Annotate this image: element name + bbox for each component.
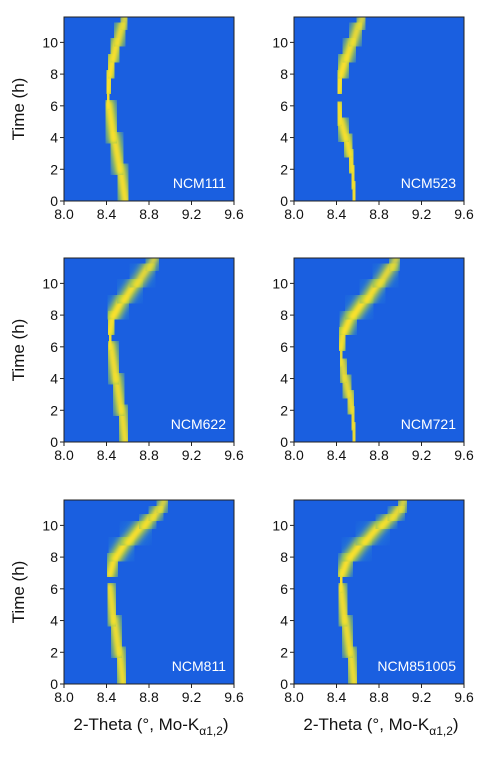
y-tick-label: 10 [42, 517, 58, 533]
x-tick-label: 8.4 [327, 689, 347, 705]
panel-label: NCM622 [171, 416, 226, 432]
y-tick-label: 8 [50, 307, 58, 323]
x-tick-label: 8.8 [369, 206, 389, 222]
y-tick-label: 6 [280, 581, 288, 597]
y-tick-label: 0 [50, 434, 58, 450]
y-tick-label: 2 [280, 644, 288, 660]
x-tick-label: 9.6 [454, 206, 474, 222]
panel-label: NCM851005 [377, 658, 456, 674]
y-tick-label: 8 [280, 549, 288, 565]
y-tick-label: 10 [272, 275, 288, 291]
x-tick-label: 8.0 [284, 206, 304, 222]
x-tick-label: 9.2 [412, 447, 432, 463]
y-tick-label: 0 [280, 434, 288, 450]
x-tick-label: 8.4 [97, 689, 117, 705]
y-tick-label: 10 [42, 275, 58, 291]
panel-ncm721: NCM721 8.0 8.4 8.8 9.2 9.6 0 2 4 6 8 10 [272, 257, 474, 463]
y-tick-label: 4 [280, 613, 288, 629]
y-tick-label: 0 [50, 676, 58, 692]
x-tick-label: 8.0 [284, 689, 304, 705]
x-tick-label: 8.4 [97, 447, 117, 463]
y-tick-label: 4 [50, 130, 58, 146]
y-tick-label: 8 [50, 549, 58, 565]
y-tick-label: 4 [50, 371, 58, 387]
y-axis-title: Time (h) [9, 561, 28, 624]
x-tick-label: 9.2 [182, 447, 202, 463]
x-tick-label: 9.2 [412, 206, 432, 222]
x-tick-label: 9.6 [224, 447, 244, 463]
x-tick-label: 9.2 [182, 689, 202, 705]
x-tick-label: 9.2 [412, 689, 432, 705]
x-tick-label: 8.4 [327, 447, 347, 463]
y-tick-label: 8 [50, 66, 58, 82]
panel-label: NCM721 [401, 416, 456, 432]
y-tick-label: 8 [280, 66, 288, 82]
panel-ncm622: NCM622 8.0 8.4 8.8 9.2 9.6 0 2 4 6 8 10 Time (h) [9, 257, 244, 463]
x-tick-label: 8.8 [139, 206, 159, 222]
y-tick-label: 2 [50, 644, 58, 660]
y-tick-label: 2 [50, 161, 58, 177]
y-tick-label: 10 [42, 34, 58, 50]
panel-ncm851005: NCM851005 8.0 8.4 8.8 9.2 9.6 0 2 4 6 8 10 2-Theta (… [272, 499, 474, 738]
x-tick-label: 8.8 [369, 447, 389, 463]
x-tick-label: 9.6 [224, 206, 244, 222]
x-tick-label: 9.2 [182, 206, 202, 222]
x-tick-label: 8.4 [97, 206, 117, 222]
x-tick-label: 8.0 [284, 447, 304, 463]
x-tick-label: 8.0 [54, 689, 74, 705]
y-axis-title: Time (h) [9, 319, 28, 382]
panel-label: NCM523 [401, 175, 456, 191]
panel-ncm811: NCM811 8.0 8.4 8.8 9.2 9.6 0 2 4 6 8 10 Time (h) 2-Th… [9, 499, 244, 738]
y-tick-label: 4 [50, 613, 58, 629]
y-tick-label: 0 [280, 676, 288, 692]
y-tick-label: 2 [280, 402, 288, 418]
y-tick-label: 6 [50, 98, 58, 114]
x-tick-label: 8.0 [54, 447, 74, 463]
y-tick-label: 0 [280, 193, 288, 209]
y-tick-label: 6 [280, 98, 288, 114]
x-axis-title: 2-Theta (°, Mo-Kα1,2) [73, 715, 228, 738]
y-tick-label: 6 [50, 339, 58, 355]
y-tick-label: 0 [50, 193, 58, 209]
y-tick-label: 2 [50, 402, 58, 418]
x-tick-label: 8.8 [139, 689, 159, 705]
y-tick-label: 10 [272, 517, 288, 533]
x-tick-label: 9.6 [454, 689, 474, 705]
panel-label: NCM811 [172, 658, 226, 674]
y-tick-label: 6 [50, 581, 58, 597]
x-axis-title: 2-Theta (°, Mo-Kα1,2) [303, 715, 458, 738]
x-tick-label: 8.0 [54, 206, 74, 222]
panel-label: NCM111 [173, 175, 226, 191]
heatmap-background [64, 17, 234, 201]
y-tick-label: 6 [280, 339, 288, 355]
heatmap-background [294, 17, 464, 201]
panel-ncm111: NCM111 8.0 8.4 8.8 9.2 9.6 0 2 4 6 8 10 Time (h) [9, 16, 244, 222]
x-tick-label: 8.8 [369, 689, 389, 705]
y-tick-label: 4 [280, 371, 288, 387]
x-tick-label: 9.6 [224, 689, 244, 705]
x-tick-label: 8.4 [327, 206, 347, 222]
panel-ncm523: NCM523 8.0 8.4 8.8 9.2 9.6 0 2 4 6 8 10 [272, 16, 474, 222]
y-axis-title: Time (h) [9, 78, 28, 141]
y-tick-label: 8 [280, 307, 288, 323]
y-tick-label: 4 [280, 130, 288, 146]
y-tick-label: 2 [280, 161, 288, 177]
y-tick-label: 10 [272, 34, 288, 50]
x-tick-label: 9.6 [454, 447, 474, 463]
x-tick-label: 8.8 [139, 447, 159, 463]
